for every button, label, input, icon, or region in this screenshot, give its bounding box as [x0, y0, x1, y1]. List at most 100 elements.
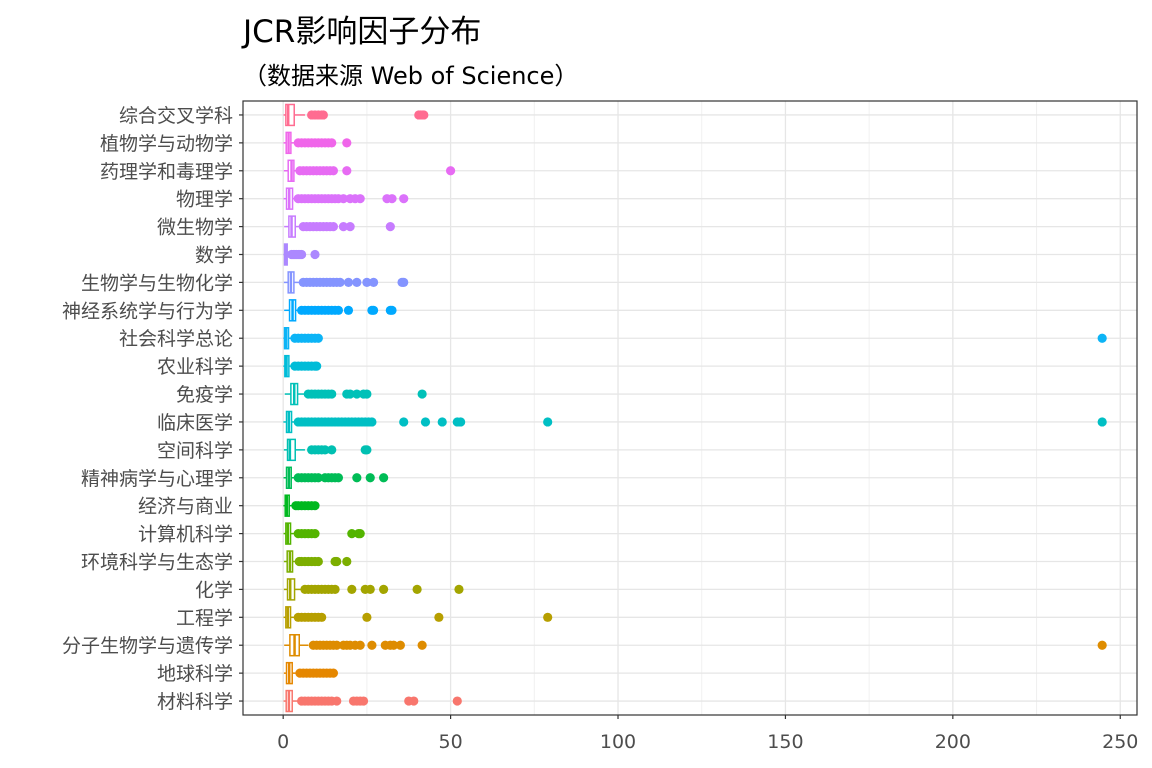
- outlier-point: [310, 501, 320, 511]
- box-21: [283, 661, 339, 685]
- outlier-point: [317, 612, 327, 622]
- box-16: [283, 522, 365, 545]
- x-tick-label: 200: [935, 731, 971, 753]
- outlier-point: [367, 417, 377, 427]
- outlier-point: [1097, 333, 1107, 343]
- outlier-point: [343, 305, 354, 315]
- outlier-point: [328, 166, 339, 176]
- chart-title: JCR影响因子分布: [243, 14, 482, 50]
- outlier-point: [1097, 640, 1107, 650]
- y-tick-label: 社会科学总论: [119, 328, 233, 350]
- outlier-point: [332, 640, 342, 650]
- outlier-point: [409, 696, 419, 706]
- outlier-point: [320, 445, 330, 455]
- y-tick-label: 生物学与生物化学: [81, 272, 233, 294]
- outlier-point: [379, 584, 389, 595]
- y-axis: 综合交叉学科植物学与动物学药理学和毒理学物理学微生物学数学生物学与生物化学神经系…: [62, 105, 243, 713]
- x-tick-label: 250: [1102, 731, 1138, 753]
- outlier-point: [342, 556, 352, 567]
- box-3: [283, 159, 456, 182]
- outlier-point: [332, 556, 342, 567]
- outlier-point: [456, 417, 466, 427]
- y-tick-label: 植物学与动物学: [100, 133, 233, 155]
- boxplot-series: [283, 103, 1107, 713]
- outlier-point: [365, 473, 375, 483]
- outlier-point: [379, 473, 389, 483]
- outlier-point: [362, 277, 372, 288]
- outlier-point: [352, 277, 362, 288]
- plot-background: [243, 101, 1137, 715]
- y-tick-label: 环境科学与生态学: [81, 552, 233, 574]
- y-tick-label: 分子生物学与遗传学: [62, 635, 233, 657]
- box-11: [284, 382, 427, 406]
- y-tick-label: 数学: [195, 245, 233, 267]
- y-tick-label: 免疫学: [176, 384, 233, 406]
- outlier-point: [345, 221, 355, 232]
- box-2: [283, 131, 352, 155]
- outlier-point: [355, 194, 365, 204]
- outlier-point: [352, 389, 362, 399]
- outlier-point: [296, 249, 307, 260]
- outlier-point: [338, 221, 349, 232]
- x-tick-label: 150: [767, 731, 803, 753]
- y-tick-label: 地球科学: [157, 663, 233, 685]
- outlier-point: [434, 612, 444, 622]
- x-tick-label: 50: [439, 731, 463, 753]
- x-tick-label: 0: [277, 731, 289, 753]
- plot-panel-border: [242, 100, 1138, 716]
- outlier-point: [1097, 417, 1107, 427]
- outlier-point: [313, 473, 323, 483]
- outlier-point: [367, 640, 377, 650]
- outlier-point: [368, 305, 379, 315]
- outlier-point: [313, 333, 323, 343]
- outlier-point: [327, 138, 337, 148]
- outlier-point: [543, 612, 553, 622]
- outlier-point: [333, 305, 344, 315]
- outlier-point: [355, 640, 365, 650]
- box-20: [284, 634, 1107, 657]
- outlier-point: [347, 584, 357, 595]
- y-tick-label: 化学: [195, 579, 233, 601]
- outlier-point: [420, 417, 431, 427]
- outlier-point: [412, 584, 422, 595]
- outlier-point: [445, 166, 456, 176]
- y-tick-label: 工程学: [176, 607, 233, 629]
- box-14: [283, 466, 389, 489]
- outlier-point: [454, 584, 464, 595]
- box-17: [283, 550, 352, 573]
- box-1: [283, 103, 429, 127]
- outlier-point: [452, 696, 462, 706]
- outlier-point: [327, 445, 337, 455]
- outlier-point: [327, 389, 337, 399]
- outlier-point: [385, 221, 395, 232]
- y-tick-label: 药理学和毒理学: [100, 161, 233, 183]
- box-4: [283, 187, 409, 210]
- box-iqr: [285, 103, 295, 127]
- outlier-point: [333, 473, 344, 483]
- outlier-point: [395, 640, 405, 650]
- outlier-point: [419, 110, 429, 120]
- outlier-point: [312, 361, 322, 371]
- outlier-point: [365, 584, 375, 595]
- box-22: [283, 689, 462, 713]
- outlier-point: [387, 194, 397, 204]
- box-6: [283, 243, 320, 266]
- box-12: [283, 410, 1107, 434]
- outlier-point: [389, 640, 399, 650]
- gridlines: [243, 101, 1137, 715]
- box-9: [283, 327, 1107, 350]
- outlier-point: [343, 277, 354, 288]
- box-19: [283, 606, 553, 629]
- outlier-point: [399, 277, 409, 288]
- outlier-point: [417, 640, 427, 650]
- outlier-point: [330, 584, 340, 595]
- y-tick-label: 微生物学: [157, 217, 233, 239]
- box-13: [283, 438, 372, 462]
- outlier-point: [313, 556, 323, 567]
- box-10: [283, 354, 322, 378]
- outlier-point: [387, 305, 397, 315]
- box-8: [284, 299, 397, 322]
- outlier-point: [399, 417, 409, 427]
- outlier-point: [362, 612, 372, 622]
- chart-subtitle: （数据来源 Web of Science）: [243, 62, 579, 90]
